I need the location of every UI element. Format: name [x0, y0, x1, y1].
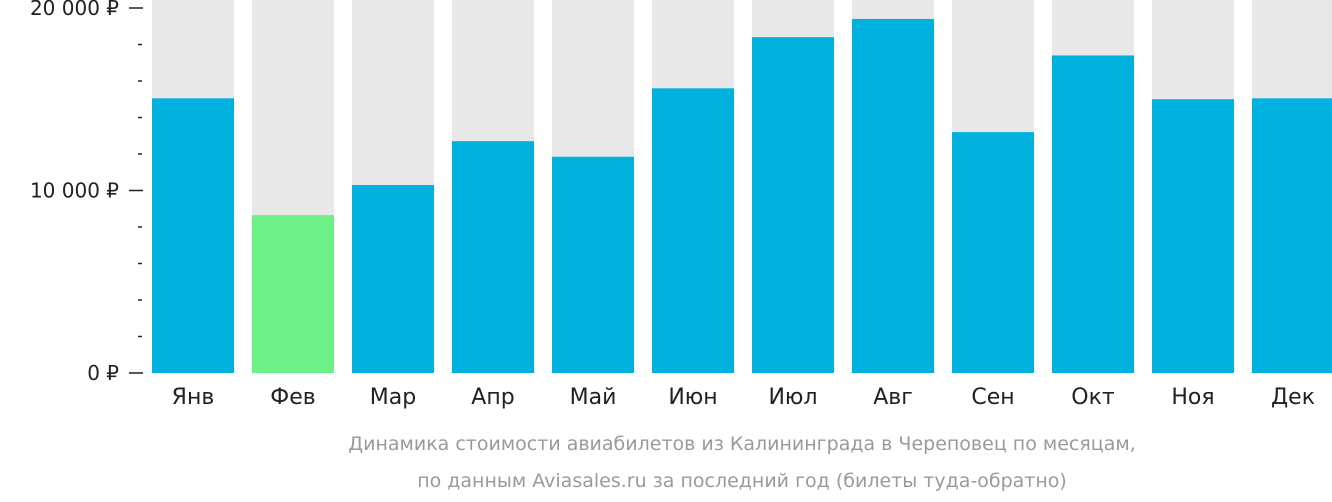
x-tick-label-8: Авг: [873, 385, 913, 410]
x-tick-label-3: Мар: [370, 385, 416, 410]
bar-5: [552, 156, 634, 373]
bar-11: [1152, 99, 1234, 373]
bar-1: [152, 98, 234, 374]
bar-7: [752, 37, 834, 373]
x-tick-label-4: Апр: [471, 385, 514, 410]
x-tick-label-7: Июл: [768, 385, 817, 410]
y-axis: 0 ₽ 10 000 ₽ 20 000 ₽: [30, 0, 143, 385]
y-tick-label-2: 10 000 ₽: [30, 179, 119, 203]
x-tick-label-11: Ноя: [1171, 385, 1214, 410]
x-tick-label-10: Окт: [1071, 385, 1115, 410]
x-tick-label-6: Июн: [668, 385, 717, 410]
x-axis-labels: Янв Фев Мар Апр Май Июн Июл Авг Сен Окт Ноя Дек: [172, 385, 1315, 410]
x-tick-label-5: Май: [570, 385, 617, 410]
x-tick-label-12: Дек: [1271, 385, 1315, 410]
bar-3: [352, 185, 434, 373]
bar-4: [452, 141, 534, 373]
x-tick-label-9: Сен: [971, 385, 1014, 410]
bar-6: [652, 88, 734, 374]
bar-8: [852, 18, 934, 373]
bar-9: [952, 132, 1034, 373]
y-tick-label-3: 20 000 ₽: [30, 0, 119, 20]
bar-2: [252, 215, 334, 373]
x-tick-label-1: Янв: [172, 385, 215, 410]
caption-line-2: по данным Aviasales.ru за последний год …: [417, 470, 1067, 492]
bar-layer: [152, 18, 1332, 374]
y-tick-label-1: 0 ₽: [87, 361, 119, 385]
x-tick-label-2: Фев: [270, 385, 315, 410]
bar-10: [1052, 55, 1134, 373]
caption-line-1: Динамика стоимости авиабилетов из Калини…: [348, 433, 1135, 455]
bar-12: [1252, 98, 1332, 374]
